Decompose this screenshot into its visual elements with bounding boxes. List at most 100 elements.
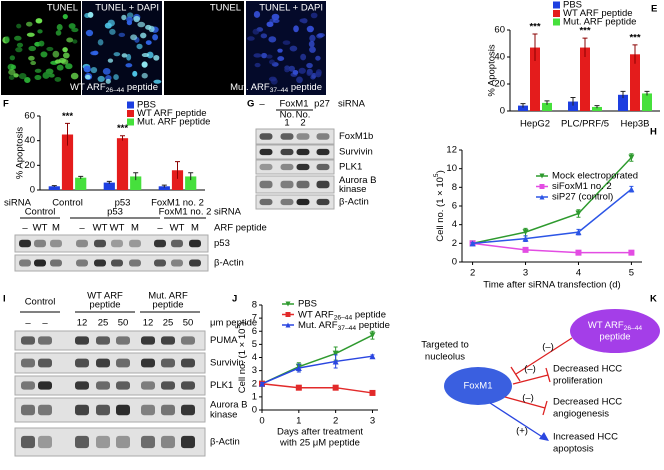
lane-label: p27 [314, 99, 330, 110]
cell [270, 78, 278, 85]
band-label: Aurora B [210, 400, 248, 411]
cell [38, 40, 45, 47]
legend-label: siP27 (control) [552, 192, 613, 203]
cell [141, 61, 148, 68]
blot-band [96, 381, 110, 390]
blot-band [141, 404, 155, 416]
error-bar [78, 175, 84, 179]
marker [332, 350, 339, 357]
bar [580, 47, 590, 111]
blot-band [171, 239, 183, 248]
cell [296, 76, 303, 84]
inhibit-line [515, 337, 573, 375]
cell [34, 74, 42, 81]
text-part: WT ARF [298, 309, 334, 320]
lane-label: WT [93, 223, 108, 234]
legend-marker [285, 312, 291, 317]
text-part: 37–44 [338, 325, 357, 332]
blot-band [296, 163, 310, 171]
lane-label: 25 [163, 318, 174, 329]
marker [522, 235, 529, 242]
row-label: siRNA [338, 99, 366, 110]
lane-label: M [191, 223, 199, 234]
cell [105, 78, 111, 84]
y-tick-label: 60 [24, 111, 35, 122]
cell [271, 13, 280, 21]
x-tick-label: Hep3B [620, 119, 649, 130]
cell [70, 72, 79, 80]
x-axis-label: Time after siRNA transfection (d) [483, 280, 620, 291]
band-label: β-Actin [339, 197, 369, 208]
band-label: p53 [214, 238, 230, 249]
error-bar [120, 135, 125, 141]
cell [315, 55, 321, 61]
error-bar [644, 90, 650, 96]
cell [16, 23, 22, 29]
marker [295, 365, 302, 371]
cell [83, 65, 91, 73]
text-part: peptide [352, 309, 386, 320]
blot-band [280, 198, 294, 206]
cell [62, 52, 70, 59]
cell [126, 53, 132, 61]
panel-letter: F [3, 99, 9, 110]
arf-node [570, 309, 660, 353]
cell [18, 72, 27, 80]
cell [107, 19, 115, 27]
bar [642, 93, 652, 111]
marker [295, 384, 302, 391]
cell [56, 64, 64, 71]
y-axis-label: % Apoptosis [487, 44, 498, 97]
cell [266, 54, 273, 59]
outcome: angiogenesis [553, 409, 609, 420]
blot-band [21, 358, 35, 368]
cell [277, 56, 285, 61]
node-label: WT ARF26–44 [588, 320, 642, 333]
legend-label: siFoxM1 no. 2 [552, 181, 612, 192]
lane-label: WT [170, 223, 185, 234]
cell [308, 40, 315, 48]
x-tick-label: 2 [333, 416, 338, 427]
cell [34, 68, 42, 73]
bar [158, 186, 170, 190]
blot-band [141, 336, 155, 345]
text-part: WT ARF [588, 320, 624, 331]
sign: (+) [516, 426, 528, 437]
legend-swatch [127, 118, 134, 126]
panel-letter: H [650, 127, 657, 138]
blot-band [259, 180, 273, 189]
blot-band [116, 435, 130, 449]
cell [13, 73, 19, 78]
blot-band [161, 435, 175, 449]
cell [85, 74, 91, 80]
legend-label: PBS [563, 0, 582, 11]
text-part: 37–44 [270, 87, 289, 94]
blot-band [161, 336, 175, 345]
x-axis-label: with 25 μM peptide [279, 438, 360, 449]
series-line [472, 156, 632, 245]
error-bar [520, 103, 526, 108]
outcome: Decreased HCC [553, 364, 622, 375]
bar [518, 105, 528, 111]
row-label: ARF peptide [214, 223, 267, 234]
y-tick-label: 3 [252, 365, 257, 376]
legend-label: Mut. ARF peptide [563, 17, 636, 28]
blot-band [21, 381, 35, 390]
blot-band [161, 404, 175, 416]
blot-strip [255, 144, 335, 160]
micrograph [1, 1, 81, 95]
blot-band [75, 358, 89, 368]
legend-label: WT ARF peptide [563, 8, 633, 19]
cell [14, 35, 22, 41]
cell [306, 70, 313, 77]
bar [592, 106, 602, 111]
band-label: Survivin [210, 358, 244, 369]
marker [522, 246, 529, 253]
blot-band [38, 381, 52, 390]
text-part: Cell no. (1 × 10 [237, 329, 248, 394]
blot-strip [255, 159, 335, 175]
blot-band [38, 358, 52, 368]
blot-band [259, 148, 273, 156]
lane-label: FoxM1 [279, 99, 308, 110]
error-bar [188, 172, 194, 181]
